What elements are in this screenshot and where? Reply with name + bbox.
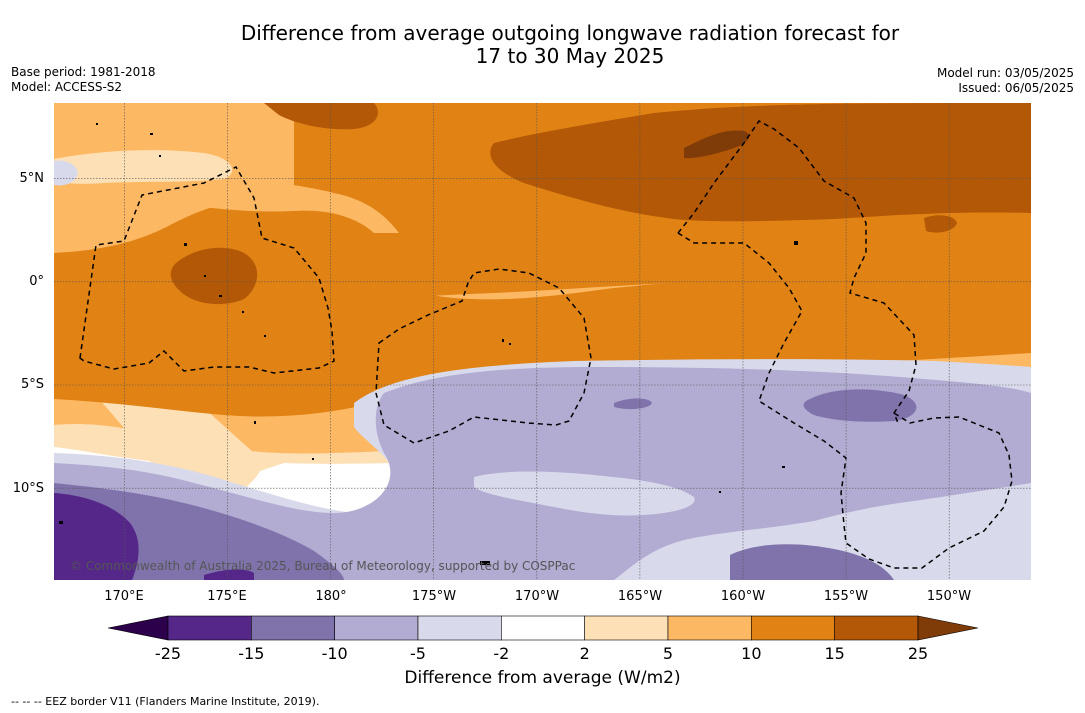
colorbar-tick-label: 2 xyxy=(579,644,590,663)
model-name: Model: ACCESS-S2 xyxy=(11,80,123,94)
model-run: Model run: 03/05/2025 xyxy=(936,66,1074,80)
olr-anomaly-map xyxy=(54,103,1031,580)
colorbar-extend-low xyxy=(108,615,169,641)
colorbar-tick-label: -15 xyxy=(238,644,265,663)
map-title: Difference from average outgoing longwav… xyxy=(0,22,1085,68)
band-minus10-minus15-c xyxy=(614,398,652,410)
colorbar-segment xyxy=(751,615,835,641)
colorbar-segment xyxy=(417,615,502,641)
colorbar-tick-label: 5 xyxy=(662,644,674,663)
colorbar-label: Difference from average (W/m2) xyxy=(404,668,681,688)
small-blue-nw xyxy=(54,160,78,186)
copyright-notice: © Commonwealth of Australia 2025, Bureau… xyxy=(70,559,576,573)
title-line2: 17 to 30 May 2025 xyxy=(475,44,665,68)
lon-label-155w: 155°W xyxy=(823,589,869,604)
lat-label-10s: 10°S xyxy=(12,481,44,496)
colorbar-segment xyxy=(167,615,252,641)
base-period: Base period: 1981-2018 xyxy=(11,65,156,79)
lon-label-165w: 165°W xyxy=(617,589,663,604)
meta-right: Model run: 03/05/2025 Issued: 06/05/2025 xyxy=(937,66,1074,96)
lon-label-175w: 175°W xyxy=(411,589,457,604)
colorbar-tick-label: 15 xyxy=(824,644,845,663)
colorbar-segment xyxy=(667,615,752,641)
band-2-5-far-north-patch xyxy=(54,150,233,184)
issued-date: Issued: 06/05/2025 xyxy=(958,81,1074,95)
colorbar-segment xyxy=(251,615,335,641)
band-minus2-minus5-inset xyxy=(474,471,695,516)
colorbar-segment xyxy=(584,615,669,641)
eez-borders xyxy=(79,120,1013,569)
lon-label-180: 180° xyxy=(315,589,347,604)
meta-left: Base period: 1981-2018 Model: ACCESS-S2 xyxy=(11,65,156,95)
colorbar-tick-label: -2 xyxy=(493,644,510,663)
lon-label-150w: 150°W xyxy=(926,589,972,604)
colorbar-tick-label: 10 xyxy=(741,644,762,663)
title-line1: Difference from average outgoing longwav… xyxy=(240,21,900,45)
lat-label-0: 0° xyxy=(29,274,44,289)
colorbar-segment xyxy=(834,615,919,641)
lon-label-170w: 170°W xyxy=(514,589,560,604)
lon-label-160w: 160°W xyxy=(720,589,766,604)
lat-label-5n: 5°N xyxy=(19,171,45,186)
colorbar-tick-label: -10 xyxy=(321,644,348,663)
graticule xyxy=(54,103,1031,580)
colorbar xyxy=(108,615,978,641)
band-minus10-minus15-a xyxy=(803,389,917,422)
lon-label-175e: 175°E xyxy=(207,589,247,604)
colorbar-segment xyxy=(501,615,585,641)
lat-label-5s: 5°S xyxy=(20,377,44,392)
band-15-25-patch-east xyxy=(924,215,957,233)
colorbar-tick-label: 25 xyxy=(907,644,929,663)
band-15-25-patch-nw xyxy=(264,103,378,130)
lon-label-170e: 170°E xyxy=(104,589,144,604)
band-minus15-minus25-sw xyxy=(54,493,139,580)
islands xyxy=(59,123,798,565)
colorbar-segment xyxy=(334,615,419,641)
band-minus10-minus15-b xyxy=(730,544,894,580)
colorbar-tick-label: -5 xyxy=(410,644,426,663)
eez-legend-note: -- -- -- EEZ border V11 (Flanders Marine… xyxy=(11,695,320,708)
band-15-25-patch-west xyxy=(170,247,258,305)
colorbar-tick-label: -25 xyxy=(154,644,182,663)
colorbar-extend-high xyxy=(917,615,978,641)
band-25-plus-patch xyxy=(684,130,750,159)
band-15-25-north xyxy=(490,103,1031,222)
band-minus15-minus25-s xyxy=(204,569,254,580)
